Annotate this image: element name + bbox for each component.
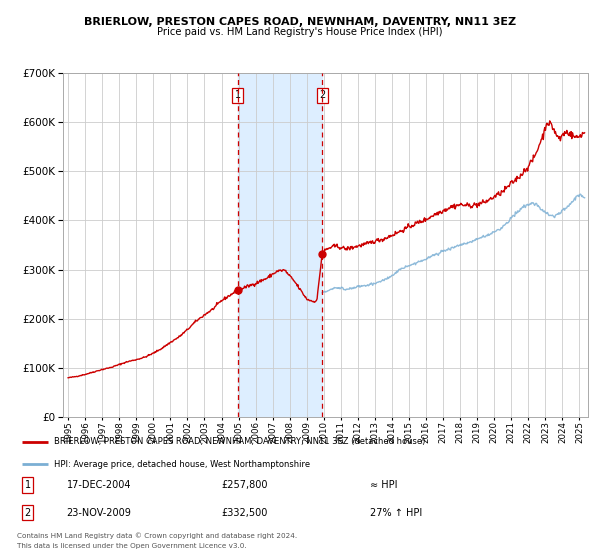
Text: HPI: Average price, detached house, West Northamptonshire: HPI: Average price, detached house, West… [54, 460, 310, 469]
Point [317, 249, 327, 258]
Text: 2: 2 [319, 90, 325, 100]
Text: 17-DEC-2004: 17-DEC-2004 [67, 480, 131, 490]
Text: 27% ↑ HPI: 27% ↑ HPI [370, 508, 422, 517]
Text: ≈ HPI: ≈ HPI [370, 480, 398, 490]
Text: Price paid vs. HM Land Registry's House Price Index (HPI): Price paid vs. HM Land Registry's House … [157, 27, 443, 38]
Point [233, 286, 242, 295]
Text: 23-NOV-2009: 23-NOV-2009 [67, 508, 131, 517]
Text: £257,800: £257,800 [221, 480, 268, 490]
Text: 1: 1 [235, 90, 241, 100]
Text: Contains HM Land Registry data © Crown copyright and database right 2024.: Contains HM Land Registry data © Crown c… [17, 532, 297, 539]
Text: This data is licensed under the Open Government Licence v3.0.: This data is licensed under the Open Gov… [17, 543, 247, 549]
Text: BRIERLOW, PRESTON CAPES ROAD, NEWNHAM, DAVENTRY, NN11 3EZ: BRIERLOW, PRESTON CAPES ROAD, NEWNHAM, D… [84, 17, 516, 27]
Text: 1: 1 [25, 480, 31, 490]
Text: £332,500: £332,500 [221, 508, 268, 517]
Text: BRIERLOW, PRESTON CAPES ROAD, NEWNHAM, DAVENTRY, NN11 3EZ (detached house): BRIERLOW, PRESTON CAPES ROAD, NEWNHAM, D… [54, 437, 425, 446]
Bar [238, 73, 322, 417]
Text: 2: 2 [25, 508, 31, 517]
